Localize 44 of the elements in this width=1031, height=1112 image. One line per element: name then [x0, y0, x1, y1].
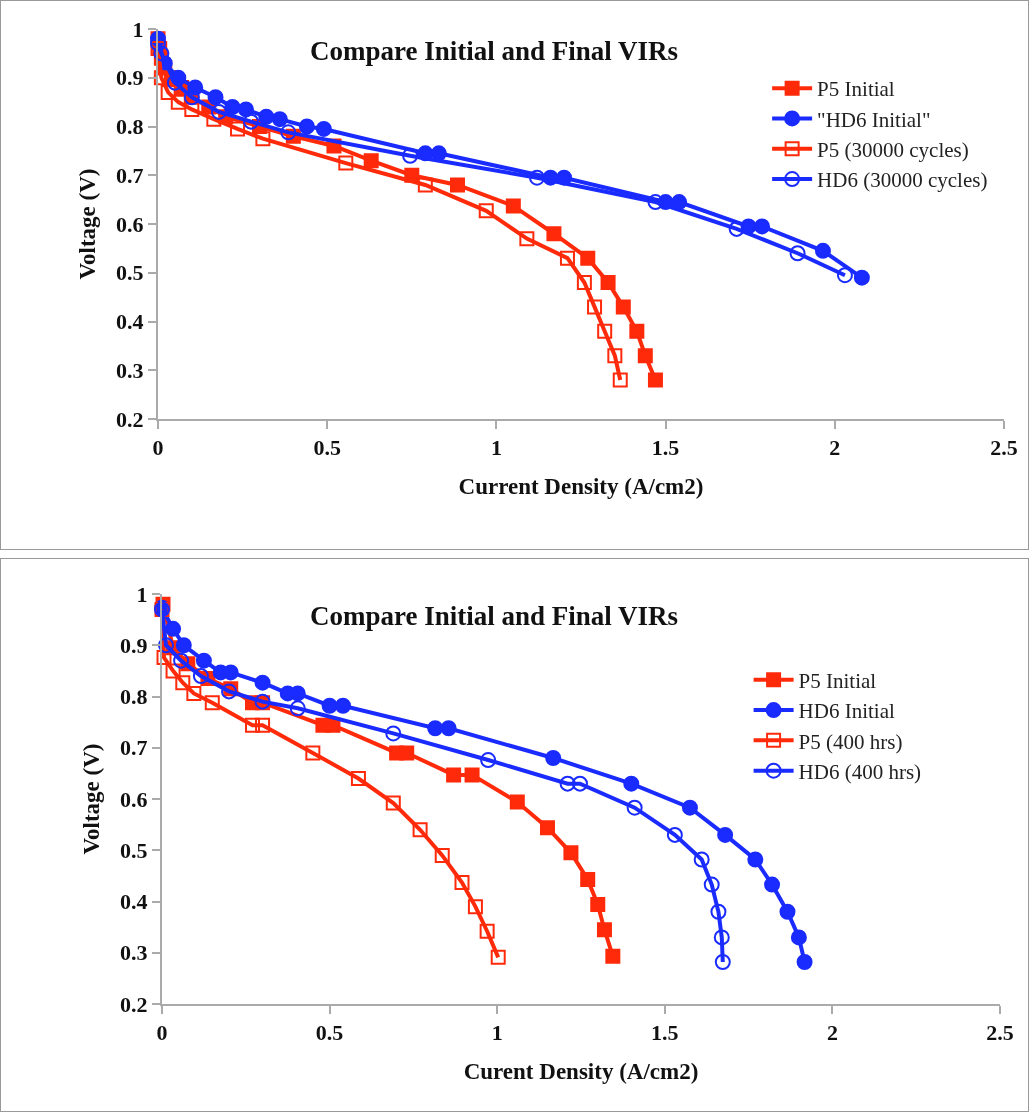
y-axis-title: Voltage (V): [75, 168, 101, 280]
x-tick-label: 2.5: [990, 435, 1018, 461]
x-tick-label: 0.5: [315, 1020, 344, 1046]
x-tick-label: 0: [152, 435, 164, 461]
legend-label: P5 (400 hrs): [798, 729, 903, 754]
y-tick-label: 0.7: [116, 162, 144, 188]
y-tick-label: 0.4: [116, 309, 144, 335]
x-tick-label: 1.5: [651, 1020, 679, 1046]
x-axis-title: Curent Density (A/cm2): [463, 1058, 699, 1084]
y-tick-label: 1: [136, 581, 148, 607]
y-tick-label: 0.6: [120, 786, 148, 812]
chart-title: Compare Initial and Final VIRs: [309, 36, 678, 67]
x-tick-label: 1.5: [651, 435, 680, 461]
legend-label: P5 Initial: [798, 668, 877, 693]
y-axis-title: Voltage (V): [79, 743, 105, 855]
legend-label: P5 (30000 cycles): [817, 137, 969, 162]
y-tick-label: 0.8: [120, 684, 148, 710]
x-axis-title: Current Density (A/cm2): [458, 473, 704, 499]
y-tick-label: 0.3: [120, 940, 148, 966]
y-tick-label: 0.5: [116, 260, 144, 286]
y-tick-label: 0.9: [116, 65, 144, 91]
legend-label: HD6 Initial: [798, 699, 895, 724]
legend-label: P5 Initial: [817, 77, 895, 102]
legend-label: "HD6 Initial": [817, 107, 931, 132]
y-tick-label: 0.2: [116, 406, 144, 432]
y-tick-label: 0.4: [120, 889, 148, 915]
legend-label: HD6 (30000 cycles): [817, 168, 988, 193]
y-tick-label: 0.6: [116, 211, 144, 237]
y-tick-label: 1: [132, 16, 144, 42]
chart-title: Compare Initial and Final VIRs: [309, 601, 678, 632]
x-tick-label: 0: [156, 1020, 168, 1046]
x-tick-label: 1: [491, 1020, 503, 1046]
y-tick-label: 0.8: [116, 114, 144, 140]
y-tick-label: 0.7: [120, 735, 148, 761]
y-tick-label: 0.3: [116, 357, 144, 383]
y-tick-label: 0.9: [120, 632, 148, 658]
x-tick-label: 1: [490, 435, 502, 461]
x-tick-label: 2.5: [986, 1020, 1014, 1046]
legend-label: HD6 (400 hrs): [798, 759, 922, 784]
x-tick-label: 2: [826, 1020, 838, 1046]
x-tick-label: 2: [829, 435, 841, 461]
y-tick-label: 0.5: [120, 837, 148, 863]
x-tick-label: 0.5: [313, 435, 341, 461]
y-tick-label: 0.2: [120, 991, 148, 1017]
